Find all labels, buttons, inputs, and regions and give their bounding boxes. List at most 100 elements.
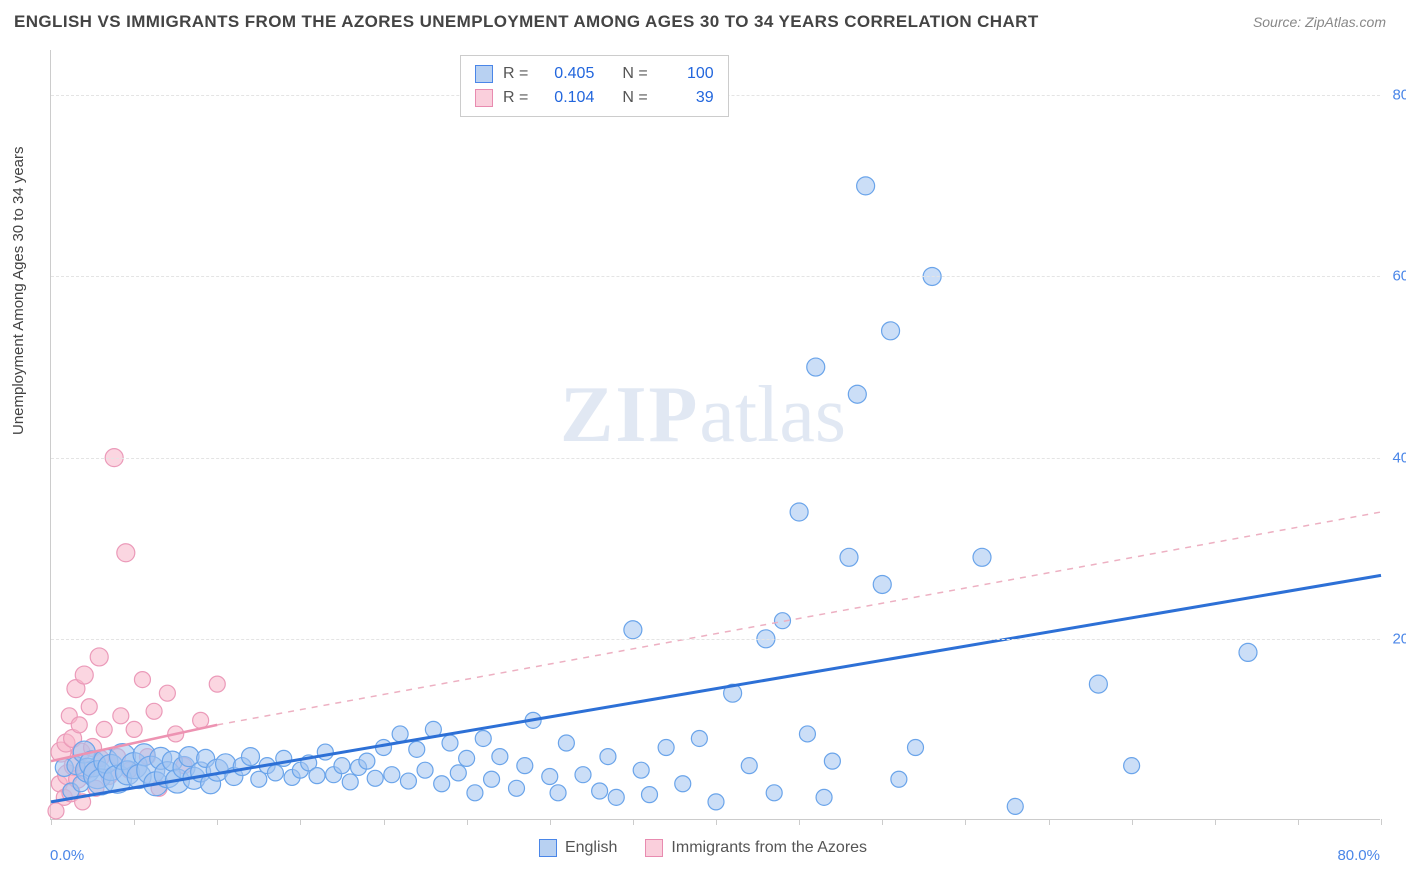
- scatter-point-blue: [973, 548, 991, 566]
- scatter-point-blue: [873, 575, 891, 593]
- scatter-point-blue: [400, 773, 416, 789]
- legend-swatch: [539, 839, 557, 857]
- scatter-point-blue: [558, 735, 574, 751]
- x-tick-mark: [716, 819, 717, 825]
- x-tick-mark: [467, 819, 468, 825]
- scatter-point-blue: [550, 785, 566, 801]
- scatter-point-blue: [367, 770, 383, 786]
- scatter-point-blue: [392, 726, 408, 742]
- scatter-point-pink: [90, 648, 108, 666]
- x-tick-mark: [799, 819, 800, 825]
- y-tick-label: 20.0%: [1385, 630, 1406, 647]
- scatter-point-blue: [790, 503, 808, 521]
- gridline: [51, 458, 1380, 459]
- scatter-point-pink: [146, 703, 162, 719]
- y-tick-label: 80.0%: [1385, 87, 1406, 104]
- scatter-point-blue: [342, 774, 358, 790]
- scatter-point-blue: [592, 783, 608, 799]
- x-tick-mark: [1049, 819, 1050, 825]
- legend-r-value: 0.405: [542, 62, 594, 86]
- scatter-point-blue: [766, 785, 782, 801]
- x-tick-mark: [384, 819, 385, 825]
- scatter-point-blue: [741, 758, 757, 774]
- scatter-point-blue: [600, 749, 616, 765]
- x-tick-mark: [550, 819, 551, 825]
- legend-n-label: N =: [622, 86, 647, 110]
- scatter-point-blue: [1089, 675, 1107, 693]
- scatter-point-blue: [575, 767, 591, 783]
- scatter-point-blue: [1239, 643, 1257, 661]
- scatter-point-blue: [908, 740, 924, 756]
- scatter-point-blue: [691, 730, 707, 746]
- scatter-point-blue: [267, 765, 283, 781]
- legend-swatch: [645, 839, 663, 857]
- x-tick-mark: [51, 819, 52, 825]
- legend-n-value: 39: [662, 86, 714, 110]
- scatter-point-blue: [384, 767, 400, 783]
- scatter-point-blue: [708, 794, 724, 810]
- scatter-point-pink: [126, 721, 142, 737]
- scatter-point-blue: [882, 322, 900, 340]
- scatter-point-blue: [334, 758, 350, 774]
- x-axis-max-label: 80.0%: [1337, 847, 1380, 864]
- scatter-point-blue: [459, 750, 475, 766]
- scatter-point-pink: [159, 685, 175, 701]
- scatter-point-blue: [675, 776, 691, 792]
- scatter-point-pink: [193, 712, 209, 728]
- scatter-point-blue: [848, 385, 866, 403]
- correlation-legend: R = 0.405 N = 100 R = 0.104 N = 39: [460, 55, 729, 117]
- legend-r-label: R =: [503, 86, 528, 110]
- legend-swatch: [475, 65, 493, 83]
- scatter-point-blue: [608, 789, 624, 805]
- legend-n-label: N =: [622, 62, 647, 86]
- gridline: [51, 276, 1380, 277]
- x-tick-mark: [1132, 819, 1133, 825]
- scatter-point-blue: [517, 758, 533, 774]
- y-tick-label: 60.0%: [1385, 268, 1406, 285]
- scatter-point-pink: [75, 666, 93, 684]
- series-legend: EnglishImmigrants from the Azores: [0, 839, 1406, 862]
- scatter-point-blue: [857, 177, 875, 195]
- scatter-point-pink: [113, 708, 129, 724]
- scatter-point-blue: [467, 785, 483, 801]
- scatter-point-blue: [816, 789, 832, 805]
- scatter-point-blue: [807, 358, 825, 376]
- scatter-point-pink: [209, 676, 225, 692]
- chart-svg: [51, 50, 1380, 819]
- scatter-point-pink: [81, 699, 97, 715]
- scatter-point-blue: [658, 740, 674, 756]
- legend-r-value: 0.104: [542, 86, 594, 110]
- series-legend-label: English: [565, 839, 617, 857]
- scatter-point-blue: [484, 771, 500, 787]
- scatter-point-blue: [824, 753, 840, 769]
- scatter-point-blue: [1007, 798, 1023, 814]
- plot-area: 20.0%40.0%60.0%80.0%: [50, 50, 1380, 820]
- scatter-point-blue: [840, 548, 858, 566]
- scatter-point-pink: [96, 721, 112, 737]
- scatter-point-blue: [434, 776, 450, 792]
- x-tick-mark: [1215, 819, 1216, 825]
- x-tick-mark: [134, 819, 135, 825]
- scatter-point-blue: [509, 780, 525, 796]
- trendline-english: [51, 575, 1381, 801]
- legend-n-value: 100: [662, 62, 714, 86]
- scatter-point-blue: [450, 765, 466, 781]
- legend-swatch: [475, 89, 493, 107]
- scatter-point-pink: [71, 717, 87, 733]
- scatter-point-blue: [442, 735, 458, 751]
- scatter-point-blue: [633, 762, 649, 778]
- scatter-point-blue: [799, 726, 815, 742]
- scatter-point-blue: [891, 771, 907, 787]
- scatter-point-blue: [417, 762, 433, 778]
- scatter-point-blue: [475, 730, 491, 746]
- scatter-point-blue: [409, 741, 425, 757]
- legend-r-label: R =: [503, 62, 528, 86]
- scatter-point-blue: [492, 749, 508, 765]
- scatter-point-blue: [624, 621, 642, 639]
- scatter-point-blue: [242, 748, 260, 766]
- x-tick-mark: [1298, 819, 1299, 825]
- scatter-point-blue: [542, 769, 558, 785]
- x-tick-mark: [965, 819, 966, 825]
- gridline: [51, 639, 1380, 640]
- x-tick-mark: [1381, 819, 1382, 825]
